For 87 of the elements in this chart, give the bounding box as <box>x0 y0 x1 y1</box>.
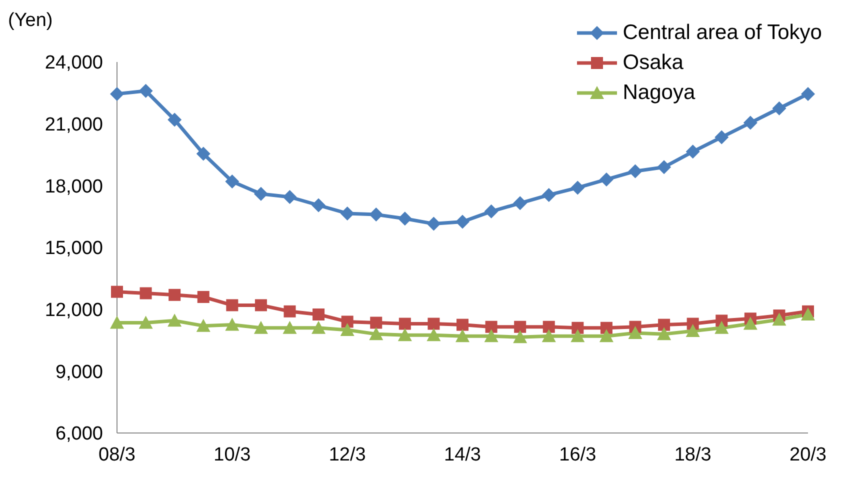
legend-label: Osaka <box>622 50 684 76</box>
point <box>542 320 555 333</box>
point <box>772 312 786 326</box>
point <box>138 316 153 329</box>
point <box>542 329 556 342</box>
point <box>398 318 411 330</box>
point <box>484 204 498 218</box>
point <box>197 290 210 303</box>
point <box>743 316 758 330</box>
point <box>140 287 152 300</box>
point <box>714 320 729 334</box>
point <box>600 322 612 334</box>
point <box>714 130 729 144</box>
point <box>282 190 297 204</box>
point <box>370 316 382 329</box>
y-tick-label: 18,000 <box>44 176 103 198</box>
legend-label: Nagoya <box>622 80 696 106</box>
x-tick-label: 10/3 <box>214 444 251 466</box>
y-tick-label: 12,000 <box>44 300 103 322</box>
point <box>426 216 441 231</box>
point <box>772 101 786 116</box>
point <box>312 198 326 212</box>
x-tick-label: 18/3 <box>674 444 712 466</box>
point <box>628 164 642 178</box>
y-axis-title: (Yen) <box>8 10 53 32</box>
point <box>599 329 614 342</box>
point <box>111 286 123 298</box>
point <box>254 320 268 334</box>
point <box>226 299 238 312</box>
point <box>282 320 297 334</box>
point <box>110 86 124 101</box>
point <box>340 322 354 336</box>
point <box>312 320 326 334</box>
point <box>657 160 672 174</box>
point <box>225 174 240 189</box>
point <box>341 316 354 328</box>
point <box>168 314 182 327</box>
point <box>542 188 556 202</box>
point <box>398 328 412 342</box>
point <box>456 329 470 342</box>
point <box>456 214 470 229</box>
point <box>599 172 614 186</box>
point <box>168 288 181 301</box>
point <box>514 320 526 333</box>
point <box>312 308 325 320</box>
x-tick-label: 12/3 <box>328 444 366 466</box>
point <box>743 116 758 130</box>
point <box>110 316 124 329</box>
point <box>196 146 210 161</box>
point <box>801 307 815 320</box>
point <box>513 196 528 210</box>
point <box>225 318 240 331</box>
y-tick-label: 15,000 <box>44 238 103 260</box>
x-tick-label: 20/3 <box>790 444 826 466</box>
point <box>340 206 354 220</box>
point <box>398 212 412 226</box>
point <box>196 318 210 332</box>
point <box>284 305 296 318</box>
point <box>657 327 672 340</box>
point <box>484 329 498 342</box>
y-tick-label: 24,000 <box>44 52 103 74</box>
point <box>485 320 498 333</box>
point <box>686 144 700 159</box>
point <box>428 318 440 330</box>
point <box>254 299 267 312</box>
point <box>426 328 441 342</box>
x-tick-label: 14/3 <box>444 444 481 466</box>
legend-label: Central area of Tokyo <box>622 20 822 46</box>
point <box>570 180 585 195</box>
point <box>628 326 642 340</box>
point <box>138 84 153 98</box>
point <box>369 327 384 340</box>
point <box>572 322 584 334</box>
y-tick-label: 9,000 <box>55 362 103 383</box>
point <box>570 329 585 342</box>
point <box>686 324 700 337</box>
y-tick-label: 6,000 <box>55 424 103 445</box>
point <box>369 208 384 222</box>
y-tick-label: 21,000 <box>44 114 103 136</box>
point <box>658 318 670 331</box>
point <box>513 330 528 344</box>
point <box>254 186 268 201</box>
point <box>456 318 468 331</box>
point <box>801 86 815 101</box>
x-tick-label: 16/3 <box>559 444 596 466</box>
x-tick-label: 08/3 <box>98 444 136 466</box>
point <box>168 112 182 127</box>
